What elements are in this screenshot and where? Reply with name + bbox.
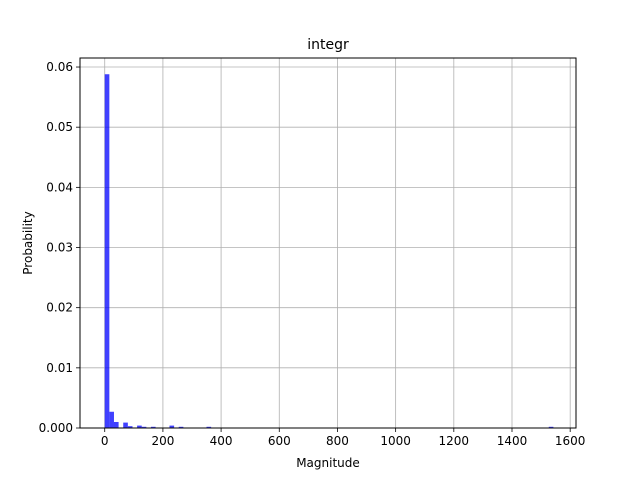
y-tick-label: 0.01: [46, 361, 73, 375]
x-axis-ticks: 0 200 400 600 800 1000 1200 1400 1600: [101, 428, 586, 448]
y-tick-label: 0.05: [46, 120, 73, 134]
histogram-bar: [178, 426, 184, 428]
y-axis-ticks: 0.000 0.01 0.02 0.03 0.04 0.05 0.06: [39, 60, 80, 435]
x-tick-label: 1600: [555, 434, 586, 448]
histogram-bar: [150, 426, 156, 428]
histogram-bar: [548, 426, 554, 428]
histogram-bar: [104, 74, 110, 429]
x-axis-label: Magnitude: [296, 456, 360, 470]
y-tick-label: 0.06: [46, 60, 73, 74]
histogram-bar: [141, 426, 147, 428]
x-tick-label: 400: [210, 434, 233, 448]
y-axis-label: Probability: [21, 211, 35, 274]
plot-frame: [79, 57, 577, 429]
histogram-bar: [109, 411, 114, 428]
y-tick-label: 0.03: [46, 241, 73, 255]
histogram-bar: [137, 425, 142, 428]
histogram-bar: [113, 421, 119, 428]
histogram-bar: [127, 426, 133, 428]
x-tick-label: 1200: [439, 434, 470, 448]
x-tick-label: 1000: [380, 434, 411, 448]
y-tick-label: 0.000: [39, 421, 73, 435]
x-tick-label: 200: [151, 434, 174, 448]
chart-title: integr: [307, 37, 349, 53]
y-tick-label: 0.02: [46, 301, 73, 315]
histogram-bar: [169, 425, 175, 428]
y-tick-label: 0.04: [46, 180, 73, 194]
x-tick-label: 1400: [497, 434, 528, 448]
x-tick-label: 0: [101, 434, 109, 448]
grid-lines: [80, 58, 576, 429]
histogram-bar: [206, 426, 212, 428]
histogram-bars: [104, 74, 554, 429]
x-tick-label: 600: [268, 434, 291, 448]
x-tick-label: 800: [326, 434, 349, 448]
histogram-bar: [123, 422, 128, 428]
